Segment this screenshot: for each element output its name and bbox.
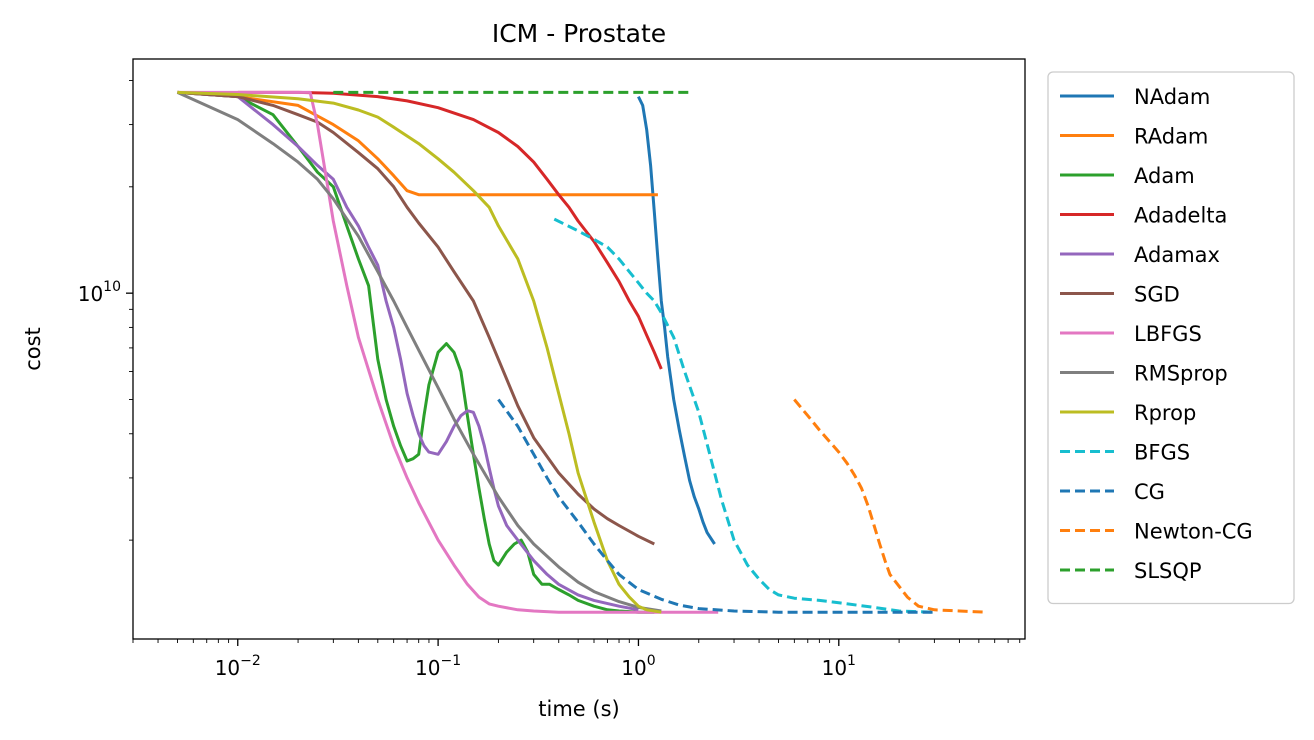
legend-label: BFGS <box>1134 441 1190 465</box>
x-tick-label: 101 <box>822 653 856 680</box>
series-line-sgd <box>177 90 655 546</box>
series-line-adam <box>177 90 655 614</box>
legend-label: Adamax <box>1134 243 1220 267</box>
series-line-nadam <box>637 95 716 545</box>
series-line-cg <box>497 398 935 614</box>
series-line-radam <box>177 90 658 197</box>
legend-label: SLSQP <box>1134 559 1202 583</box>
x-tick-label: 10−1 <box>415 653 461 680</box>
chart-title: ICM - Prostate <box>492 19 666 48</box>
series-line-adamax <box>177 90 639 612</box>
legend-label: SGD <box>1134 283 1180 307</box>
axis-layer: 10−2 10−1 100 101 1010 <box>78 79 1021 680</box>
legend-label: Adadelta <box>1134 204 1227 228</box>
legend-label: CG <box>1134 480 1165 504</box>
legend-box <box>1047 71 1295 605</box>
series-line-bfgs <box>553 217 935 614</box>
series-line-rprop <box>177 90 662 614</box>
legend: NAdam RAdam Adam Adadelta Adamax SGD LBFGS RMSp… <box>1047 71 1295 605</box>
series-line-adadelta <box>237 90 663 370</box>
legend-label: RAdam <box>1134 125 1208 149</box>
x-tick-label: 10−2 <box>215 653 261 680</box>
legend-label: Adam <box>1134 164 1195 188</box>
x-axis-label: time (s) <box>538 697 619 721</box>
legend-label: LBFGS <box>1134 322 1202 346</box>
plot-frame <box>132 58 1026 640</box>
legend-label: Rprop <box>1134 401 1196 425</box>
series-line-rmsprop <box>176 91 662 613</box>
y-axis-label: cost <box>21 327 45 371</box>
legend-label: RMSprop <box>1134 362 1228 386</box>
legend-label: Newton-CG <box>1134 520 1253 544</box>
y-tick-label: 1010 <box>78 279 121 306</box>
series-line-lbfgs <box>177 90 719 614</box>
series-layer <box>176 90 988 614</box>
x-tick-label: 100 <box>621 653 655 680</box>
legend-label: NAdam <box>1134 85 1210 109</box>
series-line-newton-cg <box>793 398 988 614</box>
